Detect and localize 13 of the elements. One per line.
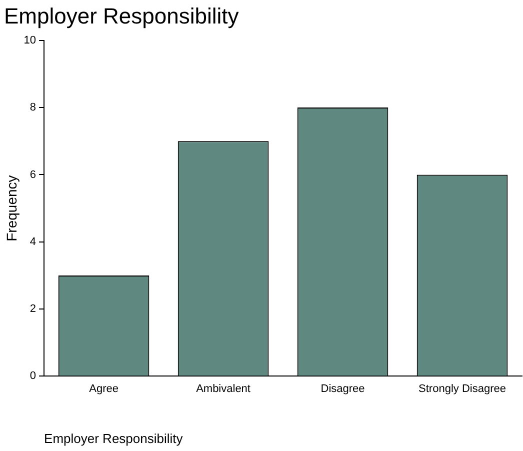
x-tick-label: Disagree <box>320 382 365 395</box>
y-axis-title: Frequency <box>3 175 20 242</box>
y-tick-label: 6 <box>30 168 36 181</box>
y-tick-label: 0 <box>30 370 36 382</box>
x-axis-title: Employer Responsibility <box>44 430 184 446</box>
y-tick-label: 8 <box>30 102 36 114</box>
x-tick-label: Strongly Disagree <box>418 382 506 395</box>
y-tick-label: 2 <box>30 303 36 316</box>
x-tick-label: Agree <box>89 382 118 395</box>
chart-title: Employer Responsibility <box>4 3 239 28</box>
y-tick-label: 4 <box>30 236 36 248</box>
x-tick-label: Ambivalent <box>196 382 250 395</box>
y-tick-label: 10 <box>24 34 36 46</box>
